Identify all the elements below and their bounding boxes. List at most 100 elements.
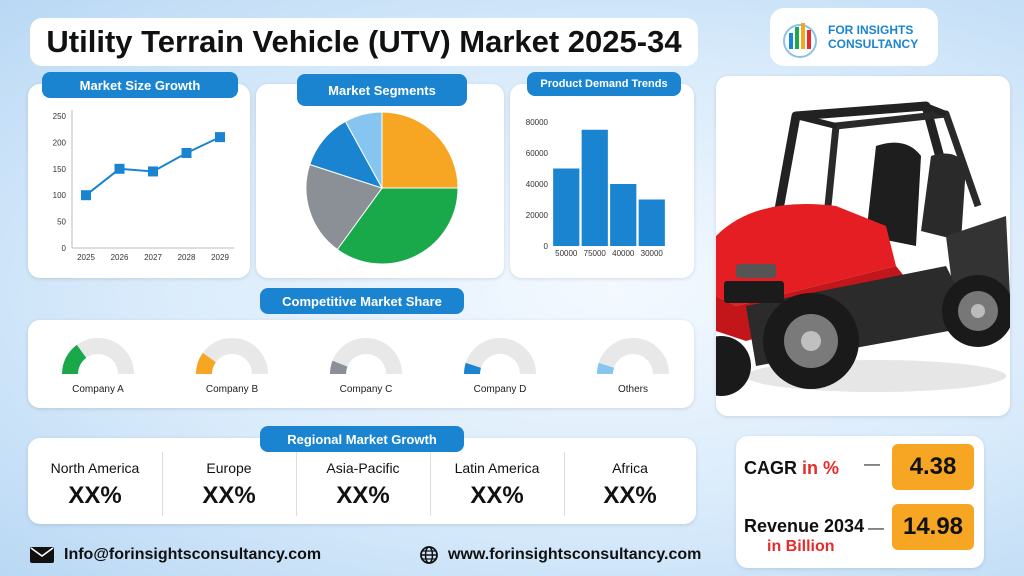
cagr-value: 4.38 [892,444,974,490]
utv-image-card [716,76,1010,416]
x-tick-label: 2028 [178,253,196,262]
market-size-heading: Market Size Growth [42,72,238,98]
logo-line-2: CONSULTANCY [828,37,919,51]
gauge-track [464,338,536,375]
x-tick-label: 2026 [111,253,129,262]
y-tick-label: 50 [57,218,66,227]
y-tick-label: 40000 [526,180,549,189]
region-divider [564,452,565,516]
region-latin-america: Latin America XX% [430,440,564,520]
footer-email[interactable]: Info@forinsightsconsultancy.com [30,546,321,564]
region-name: Latin America [454,460,540,476]
gauge-fill [330,360,348,375]
competitive-heading: Competitive Market Share [260,288,464,314]
y-tick-label: 150 [53,165,67,174]
revenue-unit: in Billion [767,538,835,555]
region-africa: Africa XX% [564,440,696,520]
y-tick-label: 60000 [526,149,549,158]
pie-slice [336,187,459,265]
globe-icon [420,546,438,564]
x-tick-label: 2027 [144,253,162,262]
x-tick-label: 50000 [555,249,578,258]
y-tick-label: 100 [53,191,67,200]
region-value: XX% [202,482,256,509]
bar [610,184,637,246]
data-point [215,132,225,143]
logo-line-1: FOR INSIGHTS [828,23,914,37]
bar [553,168,580,246]
gauge-fill [597,362,615,375]
gauge-fill [62,344,87,375]
competitive-gauges [62,338,669,375]
demand-heading: Product Demand Trends [527,72,681,96]
x-tick-label: 2025 [77,253,95,262]
region-name: Europe [206,460,252,476]
gauge-label-company-c: Company C [339,384,393,395]
envelope-icon [30,547,54,563]
gauge-track [330,338,402,375]
region-value: XX% [470,482,524,509]
region-value: XX% [603,482,657,509]
revenue-dash: — [868,520,884,537]
y-tick-label: 80000 [526,118,549,127]
gauge-fill [196,352,217,375]
logo-bars-icon [783,23,817,58]
company-logo: FOR INSIGHTS CONSULTANCY [770,8,938,66]
pie-slice [305,163,383,251]
data-point [181,147,192,158]
region-name: Asia-Pacific [326,460,400,476]
gauge-label-others: Others [617,384,648,395]
gauge-track [597,338,669,375]
region-divider [430,452,431,516]
market-size-chart: 0 50 100 150 200 250 2025 2026 2027 2028 2029 [53,110,234,262]
gauge-fill [464,362,482,375]
x-tick-label: 40000 [612,249,635,258]
competitive-card [28,320,694,408]
market-size-card [28,84,250,278]
utv-vehicle-illustration [716,101,1010,396]
gauge-label-company-a: Company A [72,384,124,395]
cagr-label: CAGR in % [744,458,839,479]
market-segments-chart [305,111,459,265]
y-tick-label: 20000 [526,211,549,220]
y-tick-label: 250 [53,112,67,121]
region-north-america: North America XX% [28,440,162,520]
pie-slice [344,111,383,189]
region-divider [162,452,163,516]
region-asia-pacific: Asia-Pacific XX% [296,440,430,520]
region-name: North America [50,460,140,476]
cagr-label-text: CAGR [744,458,797,478]
region-europe: Europe XX% [162,440,296,520]
data-point [81,190,91,201]
y-tick-label: 0 [544,242,549,251]
region-value: XX% [336,482,390,509]
page-title: Utility Terrain Vehicle (UTV) Market 202… [30,18,698,66]
cagr-dash: — [864,456,880,473]
data-point [148,166,158,177]
y-tick-label: 200 [53,138,67,147]
cagr-unit: in % [802,458,840,478]
footer-website[interactable]: www.forinsightsconsultancy.com [420,546,701,564]
pie-slice [381,111,459,189]
series-line [85,136,221,196]
footer-email-text[interactable]: Info@forinsightsconsultancy.com [64,546,322,563]
bar [638,199,665,246]
market-segments-heading: Market Segments [297,74,467,106]
region-name: Africa [612,460,648,476]
demand-chart: 0 20000 40000 60000 80000 50000 75000 40000 3000… [526,118,665,258]
region-value: XX% [68,482,122,509]
revenue-label: Revenue 2034 [744,516,865,536]
footer-website-text[interactable]: www.forinsightsconsultancy.com [448,546,702,563]
data-point [114,163,125,174]
y-tick-label: 0 [62,244,67,253]
x-tick-label: 30000 [641,249,664,258]
regional-heading: Regional Market Growth [260,426,464,452]
regional-card [28,438,696,524]
gauge-label-company-d: Company D [473,384,527,395]
x-tick-label: 75000 [584,249,607,258]
region-divider [296,452,297,516]
revenue-value: 14.98 [892,504,974,550]
bar [581,129,608,246]
gauge-label-company-b: Company B [205,384,259,395]
x-tick-label: 2029 [211,253,229,262]
